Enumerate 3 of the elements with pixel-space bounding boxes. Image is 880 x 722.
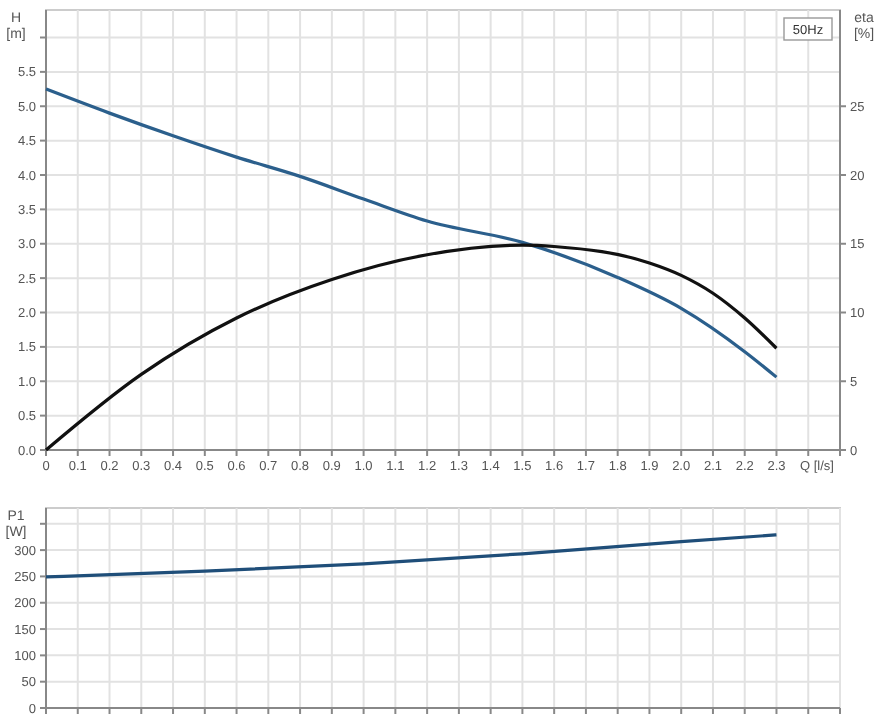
line-series xyxy=(44,87,779,379)
line-series xyxy=(44,243,779,452)
line-series xyxy=(44,533,779,579)
